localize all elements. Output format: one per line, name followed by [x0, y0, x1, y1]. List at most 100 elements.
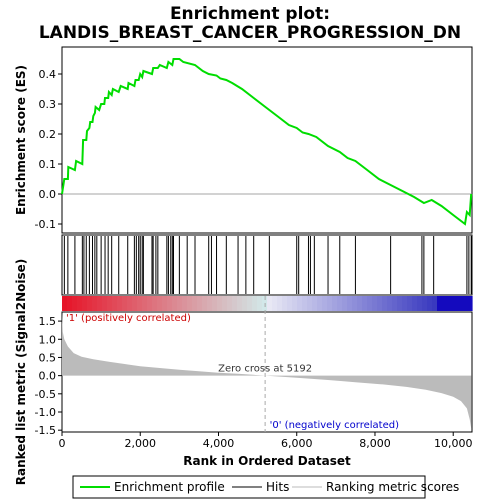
metric-area — [62, 312, 472, 429]
rank-band-segment — [302, 296, 308, 311]
rank-band-segment — [357, 296, 363, 311]
es-y-tick-label: 0.2 — [39, 128, 57, 141]
es-y-tick-label: 0.4 — [39, 68, 57, 81]
rank-band-segment — [192, 296, 198, 311]
x-axis-label: Rank in Ordered Dataset — [183, 454, 351, 468]
rank-band-segment — [197, 296, 203, 311]
metric-y-tick-label: 0.5 — [39, 351, 57, 364]
x-axis: 0 2,000 4,000 6,000 8,000 10,000 — [59, 432, 473, 450]
rank-band-segment — [447, 296, 453, 311]
rank-band-segment — [422, 296, 428, 311]
rank-band-segment — [457, 296, 463, 311]
rank-band-segment — [282, 296, 288, 311]
metric-panel: Zero cross at 5192 '1' (positively corre… — [14, 259, 473, 486]
rank-band-segment — [427, 296, 433, 311]
rank-band-segment — [212, 296, 218, 311]
rank-band-segment — [72, 296, 78, 311]
rank-band-segment — [152, 296, 158, 311]
rank-band-segment — [382, 296, 388, 311]
es-y-axis-label: Enrichment score (ES) — [14, 65, 28, 215]
chart-title-line2: LANDIS_BREAST_CANCER_PROGRESSION_DN — [39, 23, 461, 43]
rank-band-segment — [132, 296, 138, 311]
rank-band-segment — [187, 296, 193, 311]
rank-band-segment — [207, 296, 213, 311]
rank-band-segment — [142, 296, 148, 311]
rank-band-segment — [272, 296, 278, 311]
rank-band-segment — [87, 296, 93, 311]
rank-band-segment — [352, 296, 358, 311]
rank-band-segment — [387, 296, 393, 311]
rank-band-segment — [277, 296, 283, 311]
rank-band-segment — [217, 296, 223, 311]
hits-panel — [61, 234, 473, 296]
rank-band-segment — [117, 296, 123, 311]
rank-band-segment — [407, 296, 413, 311]
rank-band-segment — [172, 296, 178, 311]
metric-y-axis: -1.5 -1.0 -0.5 0.0 0.5 1.0 1.5 — [35, 315, 62, 437]
rank-band-segment — [242, 296, 248, 311]
rank-band-segment — [147, 296, 153, 311]
x-tick-label: 2,000 — [124, 437, 156, 450]
x-tick-label: 10,000 — [434, 437, 473, 450]
metric-y-tick-label: -0.5 — [35, 388, 56, 401]
rank-band-segment — [77, 296, 83, 311]
rank-band-segment — [437, 296, 443, 311]
metric-y-axis-label: Ranked list metric (Signal2Noise) — [14, 259, 28, 486]
es-y-tick-label: 0.1 — [39, 158, 57, 171]
rank-band-segment — [67, 296, 73, 311]
rank-band-segment — [252, 296, 258, 311]
rank-band-segment — [317, 296, 323, 311]
rank-band-segment — [107, 296, 113, 311]
rank-band-segment — [417, 296, 423, 311]
rank-band-segment — [347, 296, 353, 311]
rank-band-segment — [337, 296, 343, 311]
rank-band-segment — [402, 296, 408, 311]
rank-band-segment — [237, 296, 243, 311]
rank-band-segment — [392, 296, 398, 311]
rank-band-segment — [267, 296, 273, 311]
rank-band-segment — [177, 296, 183, 311]
legend-metric-label: Ranking metric scores — [326, 480, 459, 494]
rank-band-segment — [62, 296, 68, 311]
rank-band-segment — [287, 296, 293, 311]
rank-band-segment — [367, 296, 373, 311]
x-tick-label: 4,000 — [203, 437, 235, 450]
x-tick-label: 6,000 — [281, 437, 313, 450]
rank-band-segment — [97, 296, 103, 311]
rank-band-segment — [127, 296, 133, 311]
legend-hits-label: Hits — [266, 480, 289, 494]
metric-y-tick-label: 1.0 — [39, 333, 57, 346]
rank-band-segment — [182, 296, 188, 311]
es-y-tick-label: -0.1 — [35, 218, 56, 231]
rank-band-segment — [227, 296, 233, 311]
x-tick-label: 0 — [59, 437, 66, 450]
rank-band-segment — [292, 296, 298, 311]
rank-band-segment — [307, 296, 313, 311]
rank-band-segment — [157, 296, 163, 311]
rank-band-segment — [397, 296, 403, 311]
es-y-tick-label: 0.0 — [39, 188, 57, 201]
legend: Enrichment profile Hits Ranking metric s… — [72, 475, 459, 499]
positive-correlation-label: '1' (positively correlated) — [66, 313, 191, 324]
rank-band-segment — [232, 296, 238, 311]
rank-band-segment — [92, 296, 98, 311]
rank-band-segment — [122, 296, 128, 311]
rank-band-segment — [462, 296, 468, 311]
es-y-axis: -0.1 0.0 0.1 0.2 0.3 0.4 — [35, 68, 62, 231]
es-profile-line — [61, 58, 473, 226]
rank-band-segment — [327, 296, 333, 311]
rank-band-segment — [102, 296, 108, 311]
zero-cross-label: Zero cross at 5192 — [218, 364, 312, 375]
rank-band-segment — [362, 296, 368, 311]
legend-es-label: Enrichment profile — [114, 480, 225, 494]
rank-band-segment — [412, 296, 418, 311]
rank-color-band — [62, 296, 473, 311]
rank-band-segment — [137, 296, 143, 311]
rank-band-segment — [167, 296, 173, 311]
hits-lines — [63, 236, 472, 294]
rank-band-segment — [312, 296, 318, 311]
metric-y-tick-label: 1.5 — [39, 315, 57, 328]
es-panel-frame — [61, 46, 473, 234]
